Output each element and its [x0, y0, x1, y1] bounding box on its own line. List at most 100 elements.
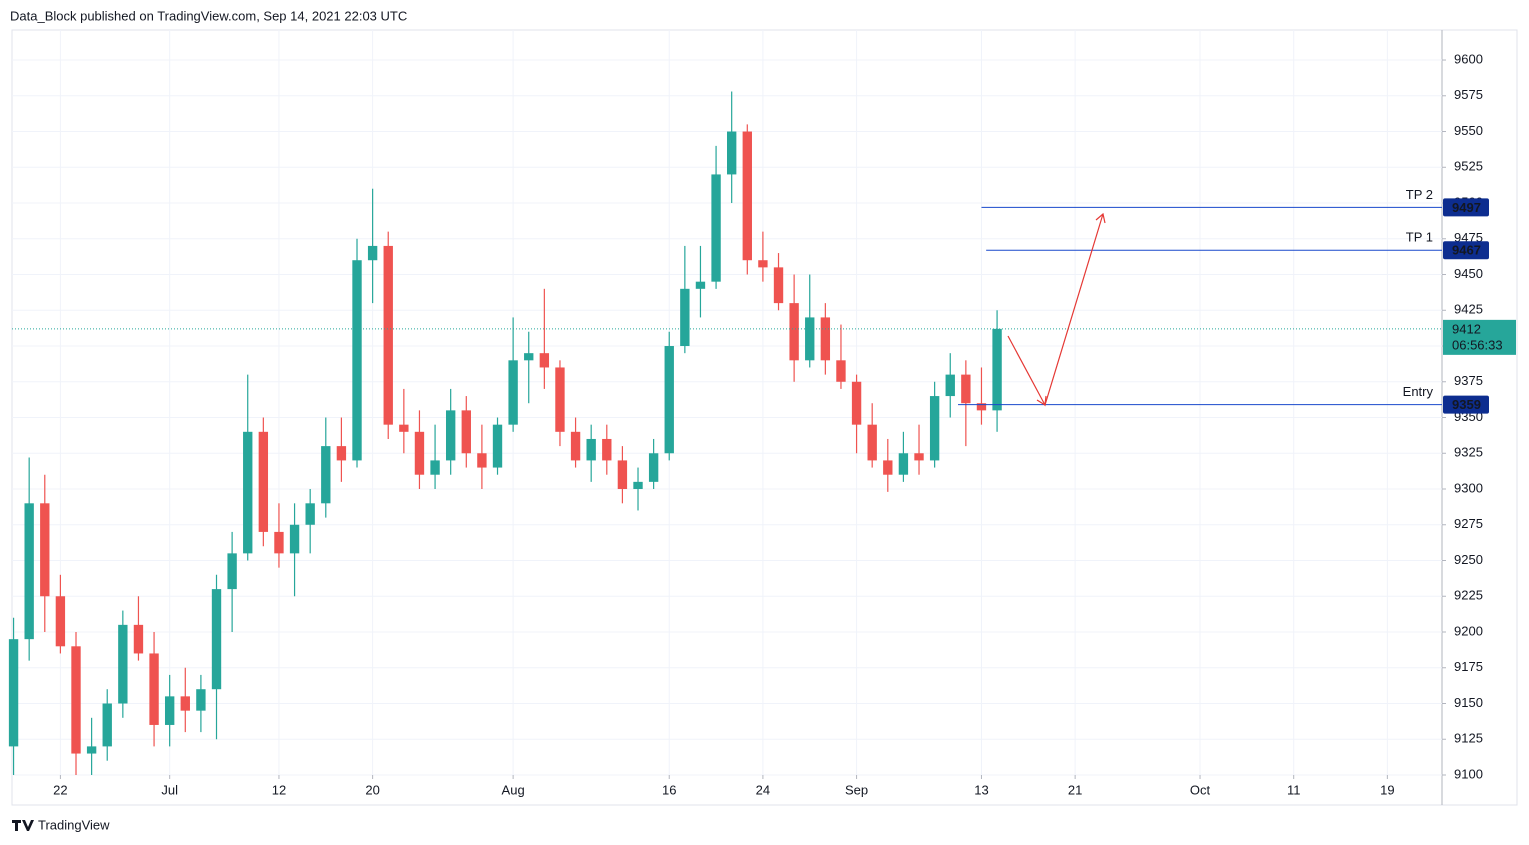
candle-body: [8, 639, 19, 747]
arrow-head: [1095, 212, 1106, 224]
candle-body: [477, 453, 487, 468]
level-price-label: 9467: [1452, 243, 1481, 258]
level-name: TP 2: [1406, 187, 1433, 202]
candle-body: [773, 267, 784, 304]
brand-name: TradingView: [38, 817, 110, 832]
candle-body: [914, 453, 924, 461]
candle-body: [196, 689, 206, 711]
candle-body: [664, 346, 674, 454]
y-tick-label: 9575: [1454, 87, 1483, 102]
logo: [12, 820, 34, 831]
candle-body: [133, 624, 144, 654]
y-tick-label: 9250: [1454, 552, 1483, 567]
y-tick-label: 9450: [1454, 266, 1483, 281]
candle-body: [164, 696, 175, 725]
candle-body: [851, 381, 862, 425]
candle-body: [586, 438, 596, 461]
candle-body: [211, 589, 222, 690]
candle-body: [243, 431, 253, 554]
candle-body: [24, 503, 34, 640]
x-tick-label: 11: [1287, 782, 1301, 797]
candle-body: [976, 403, 987, 411]
candle-body: [742, 131, 752, 261]
x-tick-label: Oct: [1190, 782, 1211, 797]
level-name: TP 1: [1406, 230, 1433, 245]
candle-body: [539, 353, 550, 368]
y-tick-label: 9275: [1454, 516, 1483, 531]
x-tick-label: Jul: [161, 782, 178, 797]
header: Data_Block published on TradingView.com,…: [10, 8, 407, 23]
candle-body: [118, 624, 128, 704]
last-price-box: [1443, 319, 1516, 355]
x-tick-label: 20: [365, 782, 379, 797]
y-tick-label: 9525: [1454, 159, 1483, 174]
candle-body: [648, 453, 659, 482]
level-price-box: [1443, 241, 1489, 260]
x-tick-label: 19: [1380, 782, 1394, 797]
y-tick-label: 9300: [1454, 480, 1483, 495]
x-tick-label: 12: [272, 782, 286, 797]
candle-body: [758, 260, 768, 268]
plot: TP 2 TP 1 Entry: [8, 91, 1442, 775]
x-tick-label: Sep: [845, 782, 868, 797]
countdown-label: 06:56:33: [1452, 337, 1503, 352]
candle-body: [289, 524, 300, 554]
candle-body: [102, 703, 112, 747]
candle-body: [414, 431, 425, 475]
x-tick-label: 24: [756, 782, 770, 797]
arrows: [1007, 212, 1106, 407]
candle-body: [602, 438, 612, 461]
candle-body: [961, 374, 971, 404]
candle-body: [727, 131, 737, 175]
candle-body: [445, 410, 456, 461]
candle-body: [883, 460, 893, 475]
candle-body: [492, 424, 503, 468]
candle-body: [898, 453, 909, 475]
y-tick-label: 9375: [1454, 373, 1483, 388]
axes: 9100 9125 9150 9175 9200 9225 9250 9275 9300 9325…: [53, 51, 1516, 797]
candle-body: [258, 431, 269, 532]
y-tick-label: 9425: [1454, 302, 1483, 317]
candle-body: [836, 360, 846, 382]
candle-body: [430, 460, 440, 475]
y-tick-label: 9225: [1454, 588, 1483, 603]
y-tick-label: 9175: [1454, 659, 1483, 674]
candle-body: [524, 353, 534, 361]
candle-body: [55, 596, 66, 647]
candle-body: [789, 303, 799, 361]
candle-body: [461, 410, 471, 454]
candle-body: [805, 317, 815, 361]
candle-body: [680, 288, 690, 347]
candle-body: [820, 317, 831, 361]
candle-body: [570, 431, 581, 461]
candle-body: [180, 696, 190, 711]
y-tick-label: 9200: [1454, 623, 1483, 638]
level-price-box: [1443, 198, 1489, 217]
y-tick-label: 9125: [1454, 731, 1483, 746]
candle-body: [399, 424, 409, 432]
x-tick-label: 13: [974, 782, 988, 797]
x-tick-label: 21: [1068, 782, 1082, 797]
arrow-head: [1036, 395, 1047, 407]
candle-body: [992, 328, 1002, 411]
candle-body: [336, 446, 347, 461]
candle-body: [617, 460, 628, 490]
y-tick-label: 9150: [1454, 695, 1483, 710]
candle-body: [695, 281, 706, 289]
level-price-box: [1443, 395, 1489, 414]
candle-body: [149, 653, 159, 725]
candle-body: [555, 367, 565, 432]
level-price-label: 9359: [1452, 397, 1481, 412]
y-tick-label: 9550: [1454, 123, 1483, 138]
candle-body: [321, 446, 331, 504]
y-tick-label: 9600: [1454, 51, 1483, 66]
level-price-label: 9497: [1452, 200, 1481, 215]
projection-arrow: [1007, 213, 1104, 407]
y-tick-label: 9325: [1454, 445, 1483, 460]
candle-body: [352, 260, 362, 461]
candle-body: [305, 503, 315, 525]
x-tick-label: 22: [53, 782, 67, 797]
x-tick-label: Aug: [502, 782, 525, 797]
last-price-label: 9412: [1452, 321, 1481, 336]
